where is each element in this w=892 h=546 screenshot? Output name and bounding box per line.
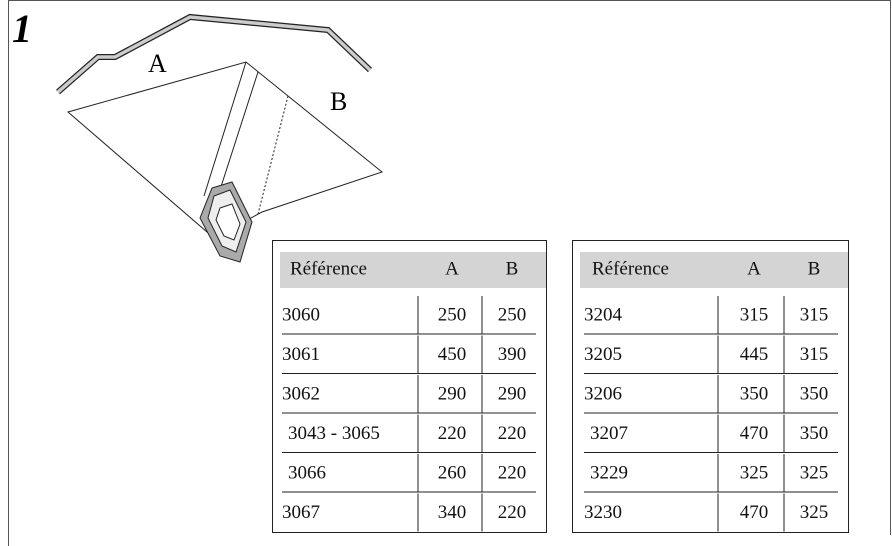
header-background [580, 252, 848, 288]
column-header: B [808, 258, 821, 279]
table-cell: 445 [740, 344, 769, 365]
table-cell: 315 [800, 344, 829, 365]
table-cell: 450 [438, 344, 467, 365]
table-cell: 3229 [590, 462, 628, 483]
label-b: B [330, 87, 347, 116]
column-header: Référence [290, 258, 367, 279]
table-cell: 220 [498, 502, 527, 523]
table-cell: 350 [740, 383, 769, 404]
table-cell: 260 [438, 462, 467, 483]
table-border [572, 240, 849, 533]
table-cell: 470 [740, 502, 769, 523]
table-cell: 350 [800, 383, 829, 404]
table-cell: 3062 [282, 383, 320, 404]
table-cell: 3043 - 3065 [288, 423, 380, 444]
column-header: A [747, 258, 761, 279]
table-cell: 290 [438, 383, 467, 404]
table-cell: 3067 [282, 502, 320, 523]
table-cell: 350 [800, 423, 829, 444]
table-cell: 220 [498, 423, 527, 444]
table-cell: 325 [800, 502, 829, 523]
table: Référence A B 3060 250 250 3061 450 390 3062 290 29… [272, 240, 547, 533]
table-cell: 470 [740, 423, 769, 444]
frame [8, 0, 891, 546]
table-cell: 325 [800, 462, 829, 483]
table-cell: 390 [498, 344, 527, 365]
table-cell: 3230 [584, 502, 622, 523]
table-cell: 3205 [584, 344, 622, 365]
table-cell: 3060 [282, 304, 320, 325]
column-header: A [445, 258, 459, 279]
table-cell: 220 [498, 462, 527, 483]
header-background [280, 252, 546, 288]
table-cell: 315 [740, 304, 769, 325]
tables: Référence A B 3060 250 250 3061 450 390 3062 290 29… [272, 240, 849, 533]
table-border [272, 240, 547, 533]
illustration [56, 13, 384, 263]
table-cell: 315 [800, 304, 829, 325]
table: Référence A B 3204 315 315 3205 445 315 3206 350 35… [572, 240, 849, 533]
step-number: 1 [12, 6, 32, 51]
table-cell: 325 [740, 462, 769, 483]
table-cell: 3204 [584, 304, 623, 325]
table-cell: 3066 [288, 462, 326, 483]
table-cell: 3061 [282, 344, 320, 365]
label-a: A [148, 49, 167, 78]
table-cell: 250 [438, 304, 467, 325]
table-cell: 3206 [584, 383, 622, 404]
table-cell: 290 [498, 383, 527, 404]
table-cell: 340 [438, 502, 467, 523]
table-cell: 250 [498, 304, 527, 325]
table-cell: 3207 [590, 423, 628, 444]
table-cell: 220 [438, 423, 467, 444]
column-header: B [506, 258, 519, 279]
column-header: Référence [592, 258, 669, 279]
